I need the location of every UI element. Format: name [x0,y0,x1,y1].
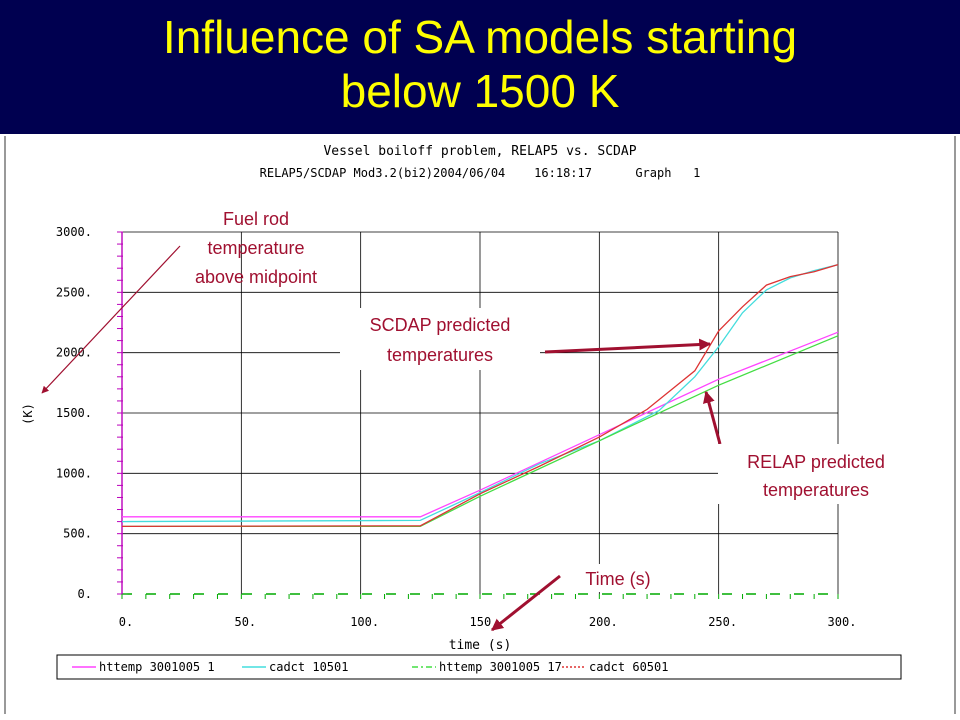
legend: httemp 3001005 1 cadct 10501 httemp 300100… [56,654,902,680]
annotation-fuel-rod-line-3: above midpoint [195,267,317,287]
chart-subtitle: RELAP5/SCDAP Mod3.2(bi2)2004/06/04 16:18… [260,166,701,180]
annotation-fuel-rod: Fuel rod temperature above midpoint [195,209,317,287]
fuel-rod-arrow [41,245,181,394]
annotation-arrows [41,245,722,632]
series-lines [121,263,839,528]
legend-label-2: cadct 10501 [269,660,348,674]
plot-frame [4,136,956,714]
annotation-relap-line-1: RELAP predicted [747,452,885,472]
x-axis-label: time (s) [449,638,512,653]
chart-title: Vessel boiloff problem, RELAP5 vs. SCDAP [323,144,636,159]
y-tick-label: 2000. [56,346,92,360]
annotation-fuel-rod-line-1: Fuel rod [223,209,289,229]
annotation-scdap-line-2: temperatures [387,345,493,365]
x-tick-label: 0. [119,615,133,629]
y-tick-label: 1500. [56,406,92,420]
series-line-2 [121,263,839,523]
slide-title-line-2: below 1500 K [340,65,620,117]
x-tick-label: 300. [828,615,857,629]
annotation-relap-line-2: temperatures [763,480,869,500]
slide-title-line-1: Influence of SA models starting [162,11,798,63]
slide-title: Influence of SA models starting below 15… [0,10,960,118]
x-tick-label: 200. [589,615,618,629]
series-line-4 [121,263,839,528]
axes: 0. 500. 1000. 1500. 2000. 2500. 3000. 0. 50. 100.… [56,225,857,629]
annotation-scdap-line-1: SCDAP predicted [370,315,511,335]
legend-box [56,654,902,680]
annotation-time: Time (s) [566,564,670,592]
annotation-scdap: SCDAP predicted temperatures [340,308,540,370]
x-tick-label: 100. [350,615,379,629]
legend-label-1: httemp 3001005 1 [99,660,215,674]
scdap-arrow [544,338,712,354]
x-tick-label: 250. [708,615,737,629]
series-line-1 [122,331,839,518]
y-axis-label: (K) [21,403,35,425]
legend-label-4: cadct 60501 [589,660,668,674]
x-tick-label: 50. [234,615,256,629]
title-bar [0,0,960,134]
time-arrow [491,574,561,632]
annotation-time-label: Time (s) [585,569,650,589]
y-tick-label: 3000. [56,225,92,239]
annotation-relap: RELAP predicted temperatures [718,444,914,504]
y-tick-label: 2500. [56,285,92,299]
y-tick-label: 0. [78,587,92,601]
legend-label-3: httemp 3001005 17 [439,660,562,674]
y-tick-label: 1000. [56,466,92,480]
y-tick-label: 500. [63,527,92,541]
relap-arrow [703,390,722,445]
annotation-fuel-rod-line-2: temperature [207,238,304,258]
